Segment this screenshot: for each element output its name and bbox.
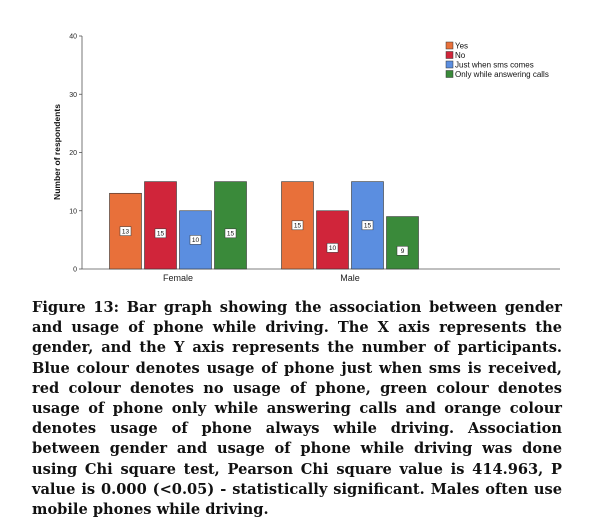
y-tick-label: 10 — [69, 208, 77, 215]
legend-label: Yes — [455, 42, 468, 51]
bar — [214, 181, 247, 270]
plot-area: 0 10 20 30 40 13 15 10 15 Female 15 10 15 9 Male — [69, 34, 560, 283]
data-label-box — [396, 246, 409, 256]
data-label: 10 — [329, 245, 337, 252]
y-tick-label: 0 — [73, 267, 77, 274]
data-label: 15 — [157, 231, 165, 238]
legend-swatch — [445, 41, 454, 50]
y-axis-label: Number of respondents — [52, 104, 62, 200]
legend-swatch — [445, 60, 454, 69]
legend-swatch — [445, 51, 454, 59]
data-label-box — [119, 226, 132, 236]
data-label: 13 — [122, 228, 130, 235]
legend-label: No — [455, 51, 466, 60]
legend-label: Only while answering calls — [455, 70, 549, 79]
data-label-box — [361, 220, 374, 231]
data-label: 10 — [192, 237, 200, 244]
data-label-box — [224, 228, 237, 239]
data-label-box — [326, 243, 339, 253]
legend-label: Just when sms comes — [455, 61, 534, 70]
x-tick-label: Female — [163, 273, 193, 283]
data-label: 15 — [227, 231, 235, 238]
bar — [386, 216, 419, 270]
data-label-box — [291, 220, 304, 231]
y-tick-label: 20 — [69, 150, 77, 157]
legend-swatch — [445, 70, 454, 78]
y-tick-label: 40 — [69, 34, 77, 41]
x-tick-label: Male — [340, 273, 360, 283]
bar — [144, 181, 177, 270]
figure-caption: Figure 13: Bar graph showing the associa… — [32, 299, 562, 519]
data-label-box — [154, 228, 167, 239]
y-tick-label: 30 — [69, 92, 77, 99]
bar — [316, 210, 349, 270]
data-label: 15 — [294, 223, 302, 230]
data-label: 9 — [401, 248, 405, 255]
bar-chart: Number of respondents 0 10 20 30 40 13 15 10 15 F… — [52, 34, 560, 283]
data-label: 15 — [364, 223, 372, 230]
data-label-box — [189, 235, 202, 245]
